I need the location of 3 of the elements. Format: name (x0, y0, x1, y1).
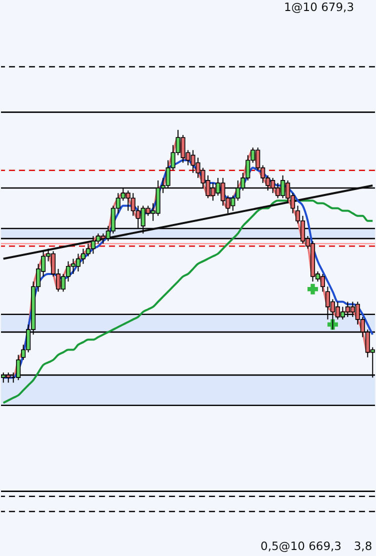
text: 0,5@10 669,3 (260, 539, 342, 553)
text: 3,8 (354, 539, 372, 553)
text: 1@10 679,3 (284, 0, 354, 14)
